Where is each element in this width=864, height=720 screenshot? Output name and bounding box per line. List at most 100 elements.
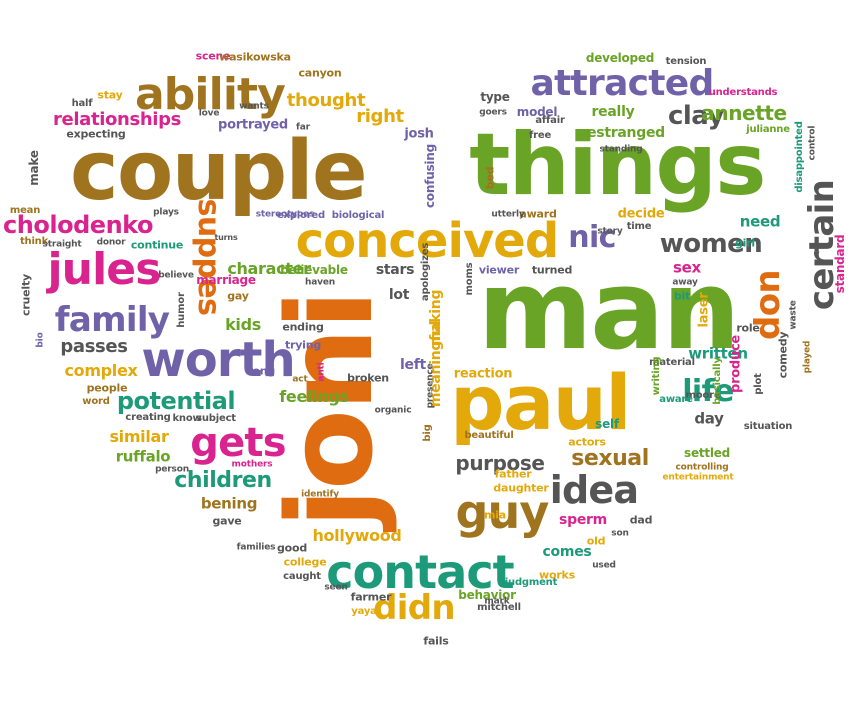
word-creating: creating [125,412,171,423]
word-identify: identify [301,489,339,500]
word-things: things [469,115,766,215]
word-clay: clay [668,101,724,131]
word-good: good [277,541,307,555]
word-self: self [595,417,619,431]
word-lot: lot [388,287,410,303]
word-humor: humor [176,292,187,328]
word-decide: decide [617,206,665,222]
word-bio: bio [35,332,46,348]
word-basically: basically [712,357,723,405]
word-believe: believe [158,270,194,281]
word-wasikowska: wasikowska [219,50,291,64]
word-big: big [422,424,433,442]
word-viewer: viewer [478,263,520,277]
word-sex: sex [673,258,701,277]
word-wants: wants [239,101,269,112]
word-caught: caught [283,571,321,582]
word-son: son [611,528,629,539]
word-haven: haven [305,277,335,288]
word-act: act [292,374,308,385]
word-word: word [82,396,110,407]
word-anti: anti [316,362,327,382]
word-material: material [649,357,695,368]
word-situation: situation [743,421,793,432]
word-comedy: comedy [776,331,790,379]
word-affair: affair [535,115,565,126]
word-really: really [591,104,635,120]
word-moore: moore [685,390,721,401]
word-julianne: julianne [746,124,790,135]
word-far: far [296,122,310,133]
word-ruffalo: ruffalo [115,447,171,466]
word-father: father [494,467,532,481]
word-passes: passes [60,336,128,357]
word-purpose: purpose [455,451,545,475]
word-apologizes: apologizes [420,242,431,302]
word-bening: bening [200,494,258,513]
word-ability: ability [135,69,286,120]
word-life: life [682,374,734,409]
word-dad: dad [629,513,653,527]
word-worth: worth [141,332,295,388]
word-couple: couple [70,124,368,219]
word-canyon: canyon [298,66,342,80]
word-hollywood: hollywood [312,526,402,545]
word-josh: josh [404,126,434,142]
word-model: model [516,105,558,119]
word-moms: moms [464,262,475,296]
word-expecting: expecting [66,127,126,141]
word-complex: complex [64,361,138,380]
word-mark: mark [484,596,510,607]
word-understands: understands [708,87,778,98]
word-ending: ending [282,320,324,334]
word-scene: scene [195,49,231,63]
word-family: family [54,300,170,340]
word-plays: plays [153,207,179,218]
word-standing: standing [599,144,643,155]
word-seen: seen [324,582,348,593]
word-organic: organic [374,405,412,416]
word-developed: developed [585,51,655,65]
word-works: works [539,568,575,582]
word-judgment: judgment [504,577,558,588]
word-people: people [86,381,128,395]
word-stay: stay [97,88,123,102]
word-sperm: sperm [559,512,607,528]
word-bit: bit [673,289,691,303]
word-type: type [480,90,510,104]
word-making: making [428,289,444,347]
word-used: used [592,560,616,571]
word-didn: didn [373,588,456,628]
word-broken: broken [347,371,389,385]
word-day: day [694,409,724,428]
word-families: families [236,542,276,553]
word-goers: goers [479,107,507,118]
word-standard: standard [833,234,847,294]
word-behavior: behavior [458,588,516,602]
word-feelings: feelings [279,387,349,406]
word-guy: guy [455,485,550,539]
word-yaya: yaya [351,606,377,617]
word-portrayed: portrayed [218,117,288,133]
word-mothers: mothers [231,459,273,470]
word-gave: gave [212,514,242,528]
word-think: think [19,236,49,247]
word-marriage: marriage [196,273,256,287]
word-utterly: utterly [491,209,525,220]
word-comes: comes [542,544,592,560]
word-sexual: sexual [571,446,649,471]
word-children: children [174,468,272,493]
word-paul: paul [450,358,631,447]
word-love: love [198,108,220,119]
word-control: control [807,125,818,161]
word-aware: aware [659,394,693,405]
word-similar: similar [109,427,169,446]
word-long: long [248,364,276,378]
word-beautiful: beautiful [464,430,514,441]
word-award: award [519,207,557,221]
word-free: free [528,130,552,141]
word-attracted: attracted [530,63,714,104]
word-entertainment: entertainment [662,472,734,483]
word-thought: thought [286,90,366,111]
